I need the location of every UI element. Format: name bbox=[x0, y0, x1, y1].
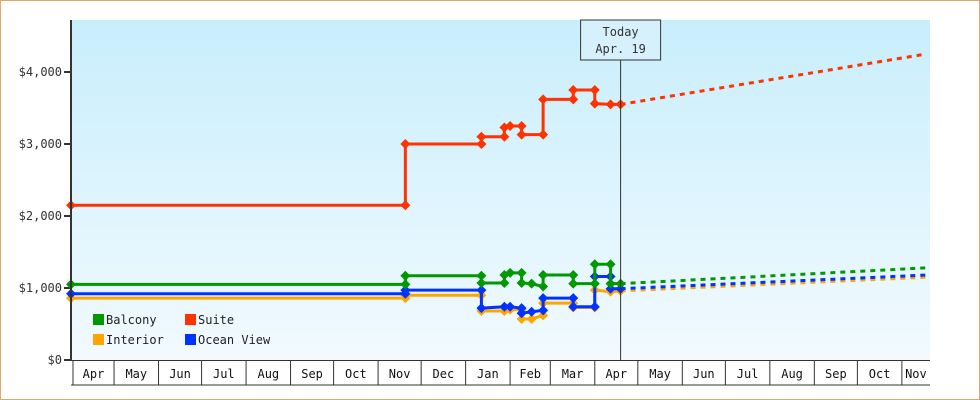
data-point bbox=[505, 267, 516, 278]
y-tick-label: $3,000 bbox=[19, 137, 62, 151]
data-point bbox=[400, 270, 411, 281]
data-point bbox=[400, 139, 411, 149]
data-point bbox=[538, 310, 549, 321]
forecast-line bbox=[620, 273, 927, 291]
data-point bbox=[589, 259, 600, 270]
data-point bbox=[526, 278, 537, 289]
data-point bbox=[589, 98, 600, 109]
today-label-box bbox=[580, 19, 662, 61]
data-point bbox=[568, 278, 579, 289]
forecast-line bbox=[620, 52, 927, 106]
data-point bbox=[538, 94, 549, 105]
y-tick-label: $4,000 bbox=[19, 65, 62, 79]
data-point bbox=[516, 303, 527, 314]
data-point bbox=[516, 313, 527, 324]
data-point bbox=[568, 85, 579, 95]
data-point bbox=[568, 293, 579, 304]
data-point bbox=[589, 301, 600, 312]
data-point bbox=[400, 200, 411, 211]
data-point bbox=[516, 308, 527, 319]
data-point bbox=[526, 306, 537, 317]
legend-label: Ocean View bbox=[198, 333, 271, 347]
legend-swatch bbox=[185, 314, 196, 325]
x-tick-label: May bbox=[125, 367, 147, 381]
data-point bbox=[505, 121, 516, 131]
data-point bbox=[526, 313, 537, 324]
x-tick-label: Aug bbox=[781, 367, 803, 381]
legend: Balcony Suite Interior Ocean View bbox=[93, 313, 271, 347]
data-point bbox=[516, 267, 527, 278]
x-tick-label: Mar bbox=[562, 367, 584, 381]
x-tick-label: Feb bbox=[519, 367, 541, 381]
data-point bbox=[568, 301, 579, 312]
data-point bbox=[538, 129, 549, 140]
data-point bbox=[516, 121, 527, 131]
today-date: Apr. 19 bbox=[595, 42, 646, 56]
legend-swatch bbox=[93, 314, 104, 325]
forecast-line bbox=[620, 275, 927, 293]
x-axis: Apr May Jun Jul Aug Sep Oct Nov Dec Jan Feb Mar Apr M… bbox=[71, 360, 930, 386]
x-tick-label: Nov bbox=[389, 367, 411, 381]
data-point bbox=[499, 131, 510, 142]
data-point bbox=[568, 270, 579, 281]
data-point bbox=[476, 139, 487, 149]
data-point bbox=[589, 278, 600, 289]
x-tick-label: Jul bbox=[737, 367, 759, 381]
legend-label: Interior bbox=[106, 333, 164, 347]
x-tick-label: Jun bbox=[693, 367, 715, 381]
data-point bbox=[499, 277, 510, 288]
y-tick-label: $0 bbox=[48, 353, 62, 367]
y-tick-label: $2,000 bbox=[19, 209, 62, 223]
data-point bbox=[568, 94, 579, 105]
data-point bbox=[605, 99, 616, 110]
data-point bbox=[516, 129, 527, 140]
data-point bbox=[476, 131, 487, 142]
data-point bbox=[505, 301, 516, 312]
series-group bbox=[66, 52, 927, 324]
today-label: Today bbox=[603, 25, 639, 39]
y-axis: $0 $1,000 $2,000 $3,000 $4,000 bbox=[19, 65, 71, 367]
data-point bbox=[605, 283, 616, 294]
x-tick-label: Apr bbox=[83, 367, 105, 381]
legend-swatch bbox=[93, 334, 104, 345]
x-tick-label: Oct bbox=[345, 367, 367, 381]
series-suite bbox=[66, 52, 927, 211]
x-tick-label: Jan bbox=[477, 367, 499, 381]
data-point bbox=[400, 279, 411, 290]
data-point bbox=[605, 259, 616, 270]
data-point bbox=[516, 277, 527, 288]
plot-area bbox=[71, 20, 930, 360]
series-balcony bbox=[66, 259, 927, 292]
x-tick-label: Aug bbox=[257, 367, 279, 381]
x-tick-label: Sep bbox=[301, 367, 323, 381]
data-point bbox=[476, 270, 487, 281]
forecast-line bbox=[620, 266, 927, 286]
x-tick-label: Jun bbox=[169, 367, 191, 381]
data-point bbox=[538, 305, 549, 316]
x-tick-label: May bbox=[649, 367, 671, 381]
data-point bbox=[589, 85, 600, 95]
data-point bbox=[476, 303, 487, 314]
data-point bbox=[538, 281, 549, 292]
legend-label: Balcony bbox=[106, 313, 157, 327]
today-marker: Today Apr. 19 bbox=[580, 19, 662, 360]
data-point bbox=[538, 293, 549, 304]
x-tick-label: Dec bbox=[433, 367, 455, 381]
data-point bbox=[499, 301, 510, 312]
x-tick-label: Jul bbox=[213, 367, 235, 381]
legend-label: Suite bbox=[198, 313, 234, 327]
data-point bbox=[476, 277, 487, 288]
data-point bbox=[538, 270, 549, 281]
data-point bbox=[476, 285, 487, 296]
data-point bbox=[605, 278, 616, 289]
x-tick-label: Sep bbox=[825, 367, 847, 381]
x-tick-label: Apr bbox=[605, 367, 627, 381]
x-tick-label: Nov bbox=[905, 367, 927, 381]
data-point bbox=[400, 285, 411, 296]
x-tick-label: Oct bbox=[869, 367, 891, 381]
y-tick-label: $1,000 bbox=[19, 281, 62, 295]
legend-swatch bbox=[185, 334, 196, 345]
